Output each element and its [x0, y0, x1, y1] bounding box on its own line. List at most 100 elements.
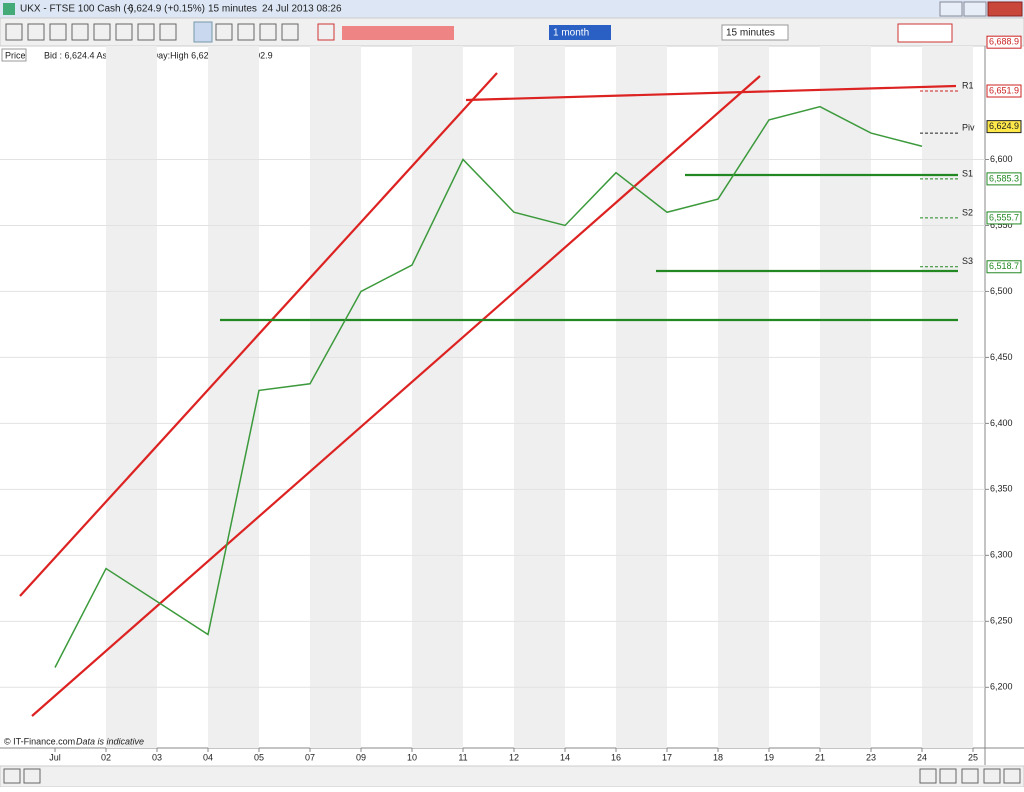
- pivot-label: S2: [962, 207, 973, 217]
- day-band: [922, 46, 973, 748]
- x-tick-label: 24: [917, 752, 927, 762]
- price-level-box: [986, 211, 1022, 225]
- x-tick-label: 11: [458, 752, 467, 762]
- x-tick-label: 19: [764, 752, 774, 762]
- x-tick-label: 17: [662, 752, 672, 762]
- footer-note: Data is indicative: [76, 736, 144, 746]
- minimize-button[interactable]: [939, 1, 963, 17]
- footer-credit: © IT-Finance.com: [4, 736, 75, 746]
- y-tick-label: 6,300: [990, 550, 1013, 560]
- title-bar: [0, 0, 1024, 18]
- period-select-text: 1 month: [553, 28, 589, 39]
- x-tick-label: 05: [254, 752, 264, 762]
- pivot-label: S1: [962, 168, 973, 178]
- tool-pattern[interactable]: [317, 23, 335, 41]
- scroll-start[interactable]: [3, 768, 21, 784]
- tool-icons: [5, 21, 454, 43]
- x-tick-label: 25: [968, 752, 978, 762]
- x-tick-label: 23: [866, 752, 876, 762]
- tool-settings[interactable]: [259, 23, 277, 41]
- maximize-button[interactable]: [963, 1, 987, 17]
- day-band: [718, 46, 769, 748]
- scroll-forward[interactable]: [919, 768, 937, 784]
- y-tick-label: 6,500: [990, 286, 1013, 296]
- scroll-end[interactable]: [939, 768, 957, 784]
- y-tick-label: 6,450: [990, 352, 1013, 362]
- price-level-label: 6,688.9: [989, 37, 1019, 47]
- tool-line[interactable]: [71, 23, 89, 41]
- resistance-line: [465, 84, 957, 102]
- interval-select[interactable]: [721, 24, 789, 41]
- zoom-out[interactable]: [983, 768, 1001, 784]
- tool-ruler[interactable]: [27, 23, 45, 41]
- tool-trend[interactable]: [137, 23, 155, 41]
- tool-delete[interactable]: [281, 23, 299, 41]
- x-tick-label: 12: [509, 752, 519, 762]
- day-band: [208, 46, 259, 748]
- day-band: [412, 46, 463, 748]
- x-tick-label: 04: [203, 752, 213, 762]
- y-tick-label: 6,350: [990, 484, 1013, 494]
- tool-channel[interactable]: [115, 23, 133, 41]
- trend-lines: [19, 72, 958, 717]
- x-tick-label: 10: [407, 752, 417, 762]
- pivot-label: R1: [962, 80, 974, 90]
- toolbar: [0, 17, 1024, 47]
- info-text: Bid : 6,624.4 Ask : 6,625.4 Day:High 6,6…: [44, 50, 273, 60]
- info-label: Price: [5, 50, 26, 60]
- price-level-box: [986, 172, 1022, 186]
- price-line: [54, 105, 923, 668]
- price-level-box: [986, 120, 1022, 134]
- day-band: [310, 46, 361, 748]
- x-tick-label: Jul: [49, 752, 61, 762]
- pivot-label: S3: [962, 256, 973, 266]
- tool-cursor[interactable]: [5, 23, 23, 41]
- window-title: UKX - FTSE 100 Cash (-): [20, 4, 133, 15]
- interval-select-text: 15 minutes: [726, 28, 775, 39]
- zoom-in[interactable]: [961, 768, 979, 784]
- price-tab[interactable]: [1, 48, 27, 62]
- zoom-reset[interactable]: [1003, 768, 1021, 784]
- indicator-button[interactable]: [897, 23, 953, 43]
- price-level-label: 6,624.9: [989, 121, 1019, 131]
- grid: [0, 158, 985, 688]
- price-level-box: [986, 35, 1022, 49]
- pivot-label: Piv: [962, 122, 975, 132]
- window-interval: 15 minutes: [208, 4, 257, 15]
- x-tick-label: 09: [356, 752, 366, 762]
- bottom-toolbar: [0, 765, 1024, 788]
- window-quote: 6,624.9 (+0.15%): [128, 4, 205, 15]
- tool-parallel[interactable]: [159, 23, 177, 41]
- day-band: [106, 46, 157, 748]
- x-tick-label: 21: [815, 752, 825, 762]
- scroll-back[interactable]: [23, 768, 41, 784]
- color-palette[interactable]: [342, 26, 454, 40]
- tool-text[interactable]: [237, 23, 255, 41]
- tool-zoom[interactable]: [49, 23, 67, 41]
- price-level-label: 6,585.3: [989, 173, 1019, 183]
- y-tick-label: 6,250: [990, 616, 1013, 626]
- y-tick-label: 6,600: [990, 154, 1013, 164]
- channel-upper: [19, 72, 498, 597]
- day-bands: [106, 46, 973, 748]
- price-level-box: [986, 84, 1022, 98]
- x-tick-label: 03: [152, 752, 162, 762]
- day-band: [514, 46, 565, 748]
- window-timestamp: 24 Jul 2013 08:26: [262, 4, 342, 15]
- price-level-label: 6,555.7: [989, 212, 1019, 222]
- tool-active[interactable]: [193, 21, 213, 43]
- y-tick-label: 6,200: [990, 682, 1013, 692]
- app-icon: [3, 3, 15, 15]
- y-tick-label: 6,400: [990, 418, 1013, 428]
- price-level-label: 6,518.7: [989, 261, 1019, 271]
- day-band: [820, 46, 871, 748]
- period-select[interactable]: [549, 25, 611, 40]
- close-button[interactable]: [987, 1, 1023, 17]
- tool-ray[interactable]: [93, 23, 111, 41]
- x-tick-label: 02: [101, 752, 111, 762]
- tool-fib[interactable]: [215, 23, 233, 41]
- price-level-box: [986, 260, 1022, 274]
- x-tick-label: 16: [611, 752, 621, 762]
